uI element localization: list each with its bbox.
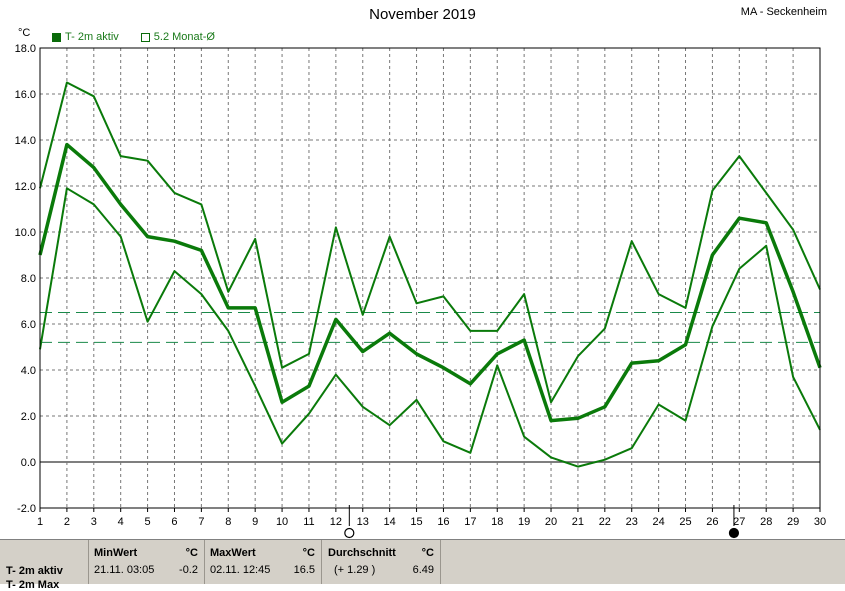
y-tick-label: 12.0: [15, 181, 36, 193]
legend-swatch-outline-icon: [140, 32, 150, 42]
max-value: 16.5: [293, 564, 315, 576]
x-tick-label: 12: [330, 516, 342, 528]
max-unit: °C: [302, 547, 315, 559]
plot-frame: [39, 47, 821, 509]
temperature-chart: -2.0 0.0 2.0 4.0 6.0 8.0 10.0 12.0 14.0 16.0 18.0 1…: [15, 43, 827, 539]
x-tick-label: 5: [145, 516, 151, 528]
y-tick-label: -2.0: [17, 503, 36, 515]
x-tick-label: 4: [118, 516, 124, 528]
stats-row-name: T- 2m aktiv: [6, 565, 63, 577]
y-tick-label: 2.0: [21, 411, 36, 423]
x-tick-label: 26: [706, 516, 718, 528]
series-line-max: [39, 81, 821, 404]
x-tick-label: 2: [64, 516, 70, 528]
x-tick-label: 8: [225, 516, 231, 528]
moon-phases: [344, 505, 740, 539]
grid-lines: [40, 47, 820, 509]
legend-label: T- 2m aktiv: [65, 31, 119, 43]
series-lines: [38, 81, 822, 468]
legend-item-average: 5.2 Monat-Ø: [140, 31, 215, 43]
x-tick-label: 18: [491, 516, 503, 528]
x-tick-label: 17: [464, 516, 476, 528]
avg-header: Durchschnitt: [328, 547, 396, 559]
y-unit-label: °C: [18, 27, 31, 39]
x-tick-label: 14: [384, 516, 396, 528]
legend-label: 5.2 Monat-Ø: [153, 31, 215, 43]
series-line-min: [39, 187, 821, 468]
y-tick-label: 18.0: [15, 43, 36, 55]
new-moon-icon: [728, 527, 740, 539]
reference-lines: [40, 312, 820, 343]
x-tick-label: 23: [626, 516, 638, 528]
y-tick-label: 14.0: [15, 135, 36, 147]
x-tick-label: 3: [91, 516, 97, 528]
x-tick-label: 7: [198, 516, 204, 528]
max-time: 02.11. 12:45: [210, 564, 271, 576]
avg-unit: °C: [421, 547, 434, 559]
x-tick-label: 24: [652, 516, 664, 528]
min-header: MinWert: [94, 547, 138, 559]
min-unit: °C: [185, 547, 198, 559]
x-tick-label: 10: [276, 516, 288, 528]
avg-delta: (+ 1.29 ): [334, 564, 376, 576]
legend-item-current: T- 2m aktiv: [52, 31, 119, 43]
y-tick-label: 10.0: [15, 227, 36, 239]
y-tick-label: 6.0: [21, 319, 36, 331]
x-tick-label: 1: [37, 516, 43, 528]
x-tick-label: 15: [410, 516, 422, 528]
x-tick-label: 30: [814, 516, 826, 528]
x-tick-label: 25: [679, 516, 691, 528]
y-tick-label: 4.0: [21, 365, 36, 377]
x-tick-label: 28: [760, 516, 772, 528]
min-value: -0.2: [179, 564, 198, 576]
x-tick-label: 16: [437, 516, 449, 528]
legend: T- 2m aktiv 5.2 Monat-Ø: [52, 31, 215, 43]
y-tick-label: 16.0: [15, 89, 36, 101]
full-moon-icon: [344, 527, 355, 539]
avg-value: 6.49: [412, 564, 434, 576]
x-tick-label: 29: [787, 516, 799, 528]
x-tick-label: 27: [733, 516, 745, 528]
stats-average: Durchschnitt °C (+ 1.29 ) 6.49: [322, 540, 440, 584]
x-tick-label: 20: [545, 516, 557, 528]
axes: -2.0 0.0 2.0 4.0 6.0 8.0 10.0 12.0 14.0 16.0 18.0 1…: [15, 43, 827, 528]
y-tick-label: 8.0: [21, 273, 36, 285]
x-tick-label: 13: [357, 516, 369, 528]
stats-max: MaxWert °C 02.11. 12:45 16.5: [205, 540, 321, 584]
stats-row-name-2: T- 2m Max: [6, 579, 60, 591]
series-line-t-2m-aktiv: [38, 142, 822, 423]
x-tick-label: 21: [572, 516, 584, 528]
x-tick-label: 9: [252, 516, 258, 528]
chart-title: November 2019: [369, 6, 476, 23]
x-tick-label: 11: [303, 516, 314, 528]
statistics-panel: T- 2m aktiv T- 2m Max MinWert °C 21.11. …: [0, 539, 845, 591]
station-name: MA - Seckenheim: [740, 6, 827, 18]
stats-min: MinWert °C 21.11. 03:05 -0.2: [89, 540, 204, 584]
y-tick-label: 0.0: [21, 457, 36, 469]
max-header: MaxWert: [210, 547, 256, 559]
x-tick-label: 19: [518, 516, 530, 528]
min-time: 21.11. 03:05: [94, 564, 155, 576]
x-tick-label: 6: [171, 516, 177, 528]
legend-swatch-filled-icon: [52, 32, 61, 42]
x-tick-label: 22: [599, 516, 611, 528]
